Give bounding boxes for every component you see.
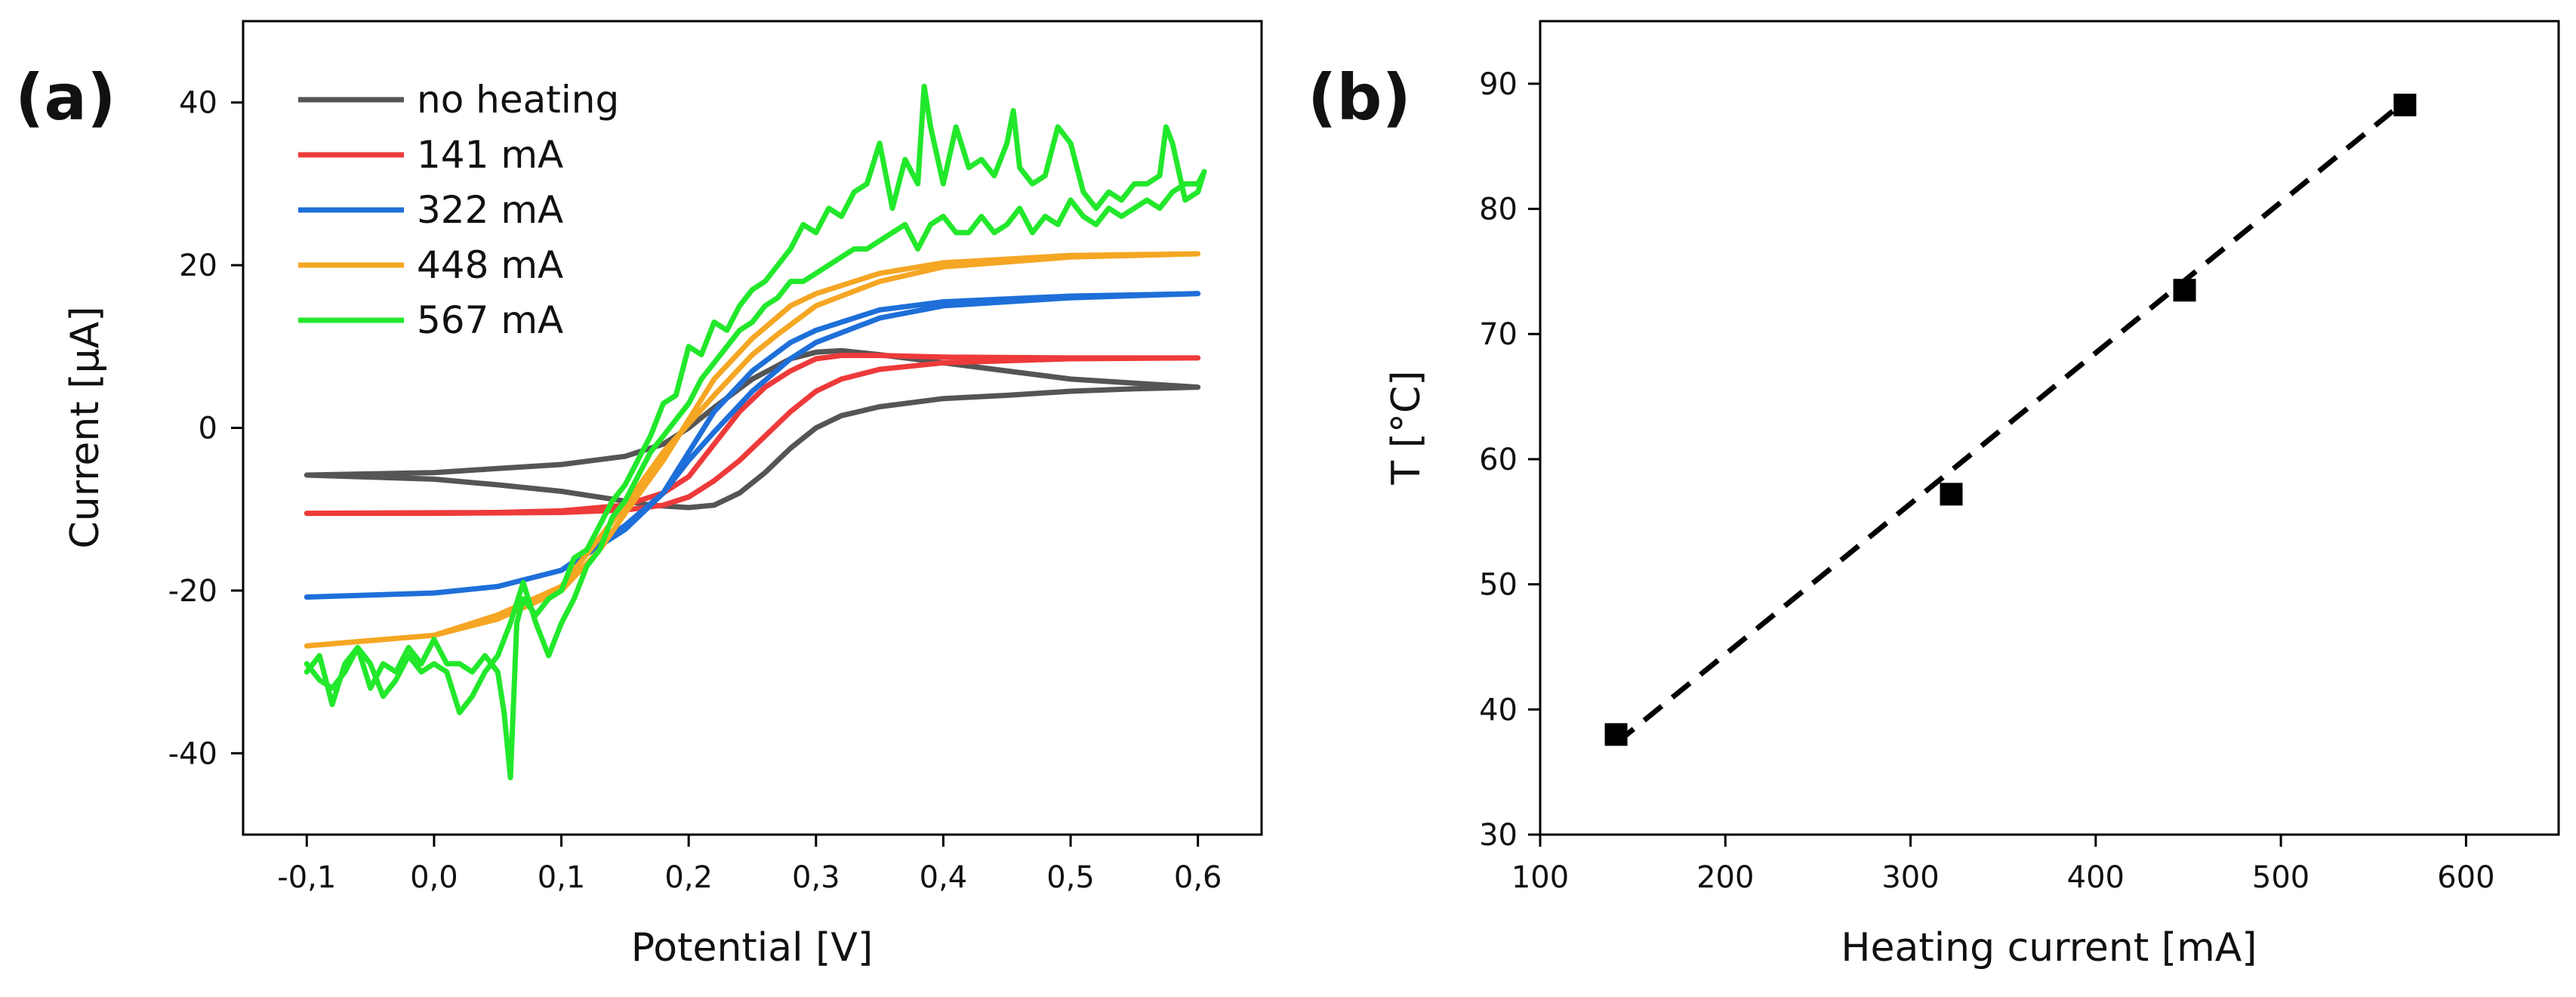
panel-a-chart: (a) -0,1 0,0 0,1 0,2 0,3 0,4 0,5 0,6 -40 -20 0 20 40… [15, 20, 1263, 971]
panel-b-chart: (b) 100 200 300 400 500 600 30 40 50 60 70 80 90 Hea… [1308, 20, 2560, 971]
data-point [1604, 723, 1628, 746]
linear-fit-line [1614, 99, 2407, 745]
series-141-ma-curve [304, 353, 1201, 517]
panel-b-y-tick-label: 90 [1479, 67, 1518, 102]
panel-a-x-axis-title: Potential [V] [631, 925, 873, 971]
data-point [2393, 94, 2417, 117]
panel-a-y-tick-label: 40 [179, 86, 217, 121]
panel-a-plot-frame [242, 20, 1263, 836]
panel-b-x-axis-title: Heating current [mA] [1841, 925, 2257, 971]
panel-b-x-tick-label: 600 [2437, 860, 2494, 895]
series-567-ma-curve [304, 83, 1207, 781]
data-point [1940, 483, 1963, 506]
legend-label: 567 mA [417, 298, 563, 342]
panel-a-y-tick-label: -40 [168, 736, 217, 771]
series-448-ma-curve [304, 251, 1201, 649]
panel-b-x-tick-label: 500 [2252, 860, 2309, 895]
legend-label: 322 mA [417, 188, 563, 232]
panel-b-x-tick-label: 100 [1511, 860, 1569, 895]
panel-a-x-tick-label: -0,1 [277, 860, 336, 895]
panel-a-label: (a) [15, 60, 116, 134]
panel-a-series-group [304, 83, 1207, 781]
panel-a-legend: no heating 141 mA 322 mA 448 mA 567 mA [298, 78, 619, 342]
panel-a-x-tick-label: 0,3 [792, 860, 840, 895]
panel-b-y-tick-label: 50 [1479, 568, 1518, 603]
panel-a-ticks: -0,1 0,0 0,1 0,2 0,3 0,4 0,5 0,6 -40 -20 0 20 40 [168, 86, 1222, 895]
panel-b-y-tick-label: 60 [1479, 443, 1518, 477]
panel-b-plot-frame [1539, 20, 2560, 836]
panel-a-y-axis-title: Current [µA] [63, 306, 108, 548]
panel-b-x-tick-label: 300 [1881, 860, 1939, 895]
legend-label: no heating [417, 78, 619, 122]
data-point [2173, 279, 2196, 302]
panel-b-y-tick-label: 40 [1479, 693, 1518, 727]
panel-a-y-tick-label: -20 [168, 574, 217, 609]
panel-b-y-tick-label: 70 [1479, 317, 1518, 352]
panel-a-y-tick-label: 20 [179, 248, 217, 283]
panel-b-label: (b) [1308, 60, 1411, 134]
panel-b-points-group [1604, 94, 2417, 746]
panel-b-ticks: 100 200 300 400 500 600 30 40 50 60 70 80 90 [1479, 67, 2494, 895]
series-322-ma-curve [304, 291, 1201, 600]
legend-label: 448 mA [417, 243, 563, 287]
panel-a-x-tick-label: 0,2 [664, 860, 713, 895]
panel-b-y-tick-label: 30 [1479, 818, 1518, 853]
panel-a-y-tick-label: 0 [199, 412, 217, 446]
panel-a-x-tick-label: 0,6 [1174, 860, 1222, 895]
panel-b-x-tick-label: 400 [2067, 860, 2125, 895]
panel-b-y-tick-label: 80 [1479, 193, 1518, 227]
legend-label: 141 mA [417, 133, 563, 177]
panel-b-fit-group [1614, 99, 2407, 745]
panel-a-x-tick-label: 0,1 [538, 860, 586, 895]
panel-b-y-axis-title: T [°C] [1384, 370, 1429, 485]
panel-b-x-tick-label: 200 [1696, 860, 1754, 895]
panel-a-x-tick-label: 0,0 [410, 860, 458, 895]
panel-a-x-tick-label: 0,4 [920, 860, 968, 895]
panel-a-x-tick-label: 0,5 [1046, 860, 1095, 895]
